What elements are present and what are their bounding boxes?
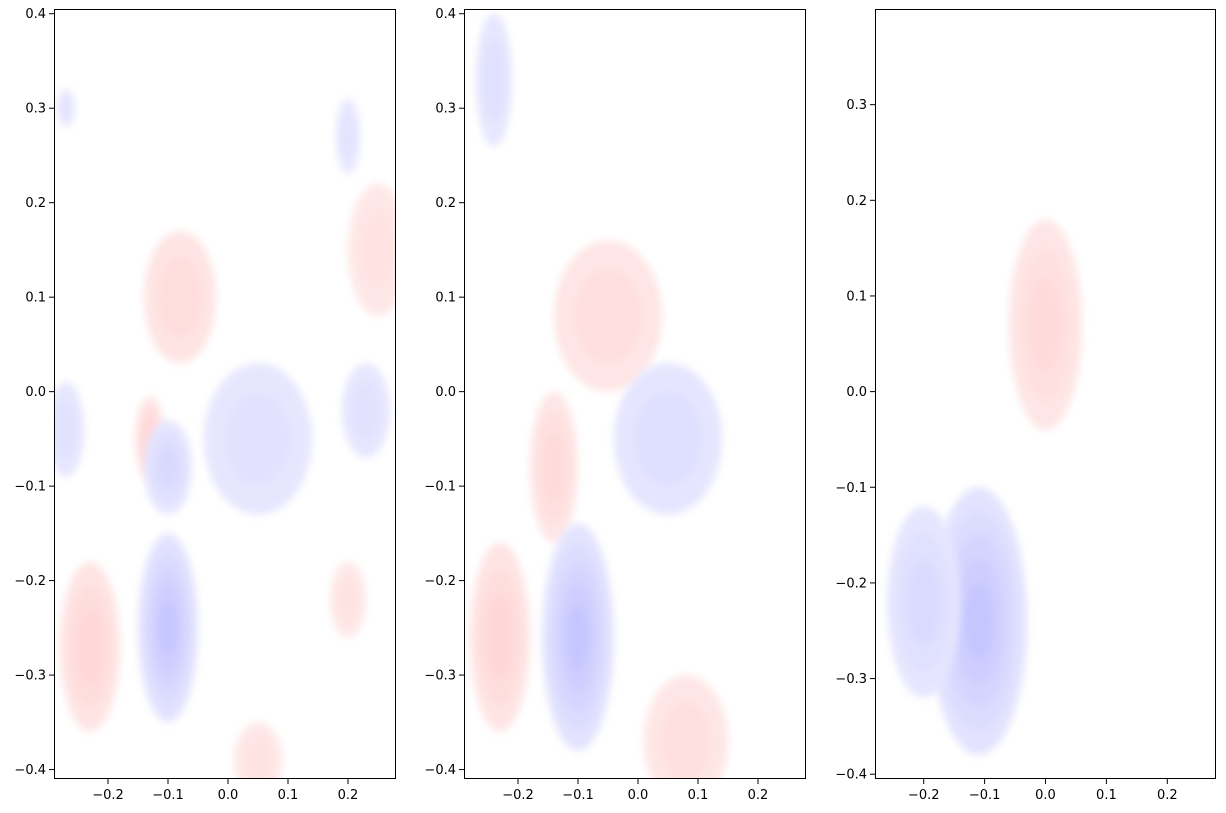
contour-region	[144, 419, 192, 515]
contour-region	[554, 240, 662, 392]
y-tick-label: −0.3	[835, 672, 867, 687]
x-tick-label: −0.1	[969, 788, 1001, 803]
contour-level	[543, 433, 565, 501]
axes-frame	[54, 9, 396, 779]
contour-region	[470, 542, 530, 732]
plot-area	[54, 9, 396, 779]
contour-level	[336, 576, 360, 623]
x-tick-label: −0.2	[502, 788, 534, 803]
contour-region	[644, 675, 728, 779]
y-tick-label: −0.4	[835, 768, 867, 783]
contour-level	[634, 392, 702, 486]
y-tick-label: 0.0	[435, 385, 456, 400]
contour-region	[54, 382, 84, 477]
axes-frame	[875, 9, 1216, 779]
contour-region	[342, 363, 390, 458]
contour-level	[157, 256, 203, 338]
contour-level	[224, 392, 292, 486]
y-tick-label: 0.4	[435, 7, 456, 22]
x-tick-label: 0.1	[688, 788, 709, 803]
y-tick-label: −0.2	[14, 574, 46, 589]
x-tick-label: −0.2	[92, 788, 124, 803]
contour-region	[60, 561, 120, 732]
plot-area	[464, 9, 806, 779]
contour-level	[60, 96, 72, 120]
x-tick-label: −0.1	[152, 788, 184, 803]
contour-region	[138, 533, 198, 723]
x-tick-label: 0.1	[1096, 788, 1117, 803]
y-tick-label: 0.3	[25, 102, 46, 117]
contour-region	[336, 98, 360, 175]
contour-region	[530, 391, 578, 543]
x-tick-label: 0.0	[218, 788, 239, 803]
contour-region	[204, 363, 312, 515]
contour-level	[1029, 277, 1062, 372]
contour-level	[907, 559, 940, 645]
contour-region	[887, 506, 961, 698]
contour-region	[330, 561, 366, 638]
y-tick-label: −0.4	[424, 763, 456, 778]
y-tick-label: −0.3	[424, 669, 456, 684]
contour-panel-3: −0.2 −0.1 0.0 0.1 0.2 −0.4 −0.3 −0.2 −0.1 0.0 0.1 0…	[835, 9, 1216, 803]
contour-level	[486, 595, 514, 680]
contour-region	[1008, 219, 1083, 430]
y-tick-label: −0.1	[424, 480, 456, 495]
y-tick-label: 0.2	[435, 196, 456, 211]
y-tick-label: 0.1	[846, 289, 867, 304]
y-tick-label: 0.3	[846, 98, 867, 113]
x-tick-label: −0.1	[562, 788, 594, 803]
x-tick-label: −0.2	[908, 788, 940, 803]
contour-level	[964, 582, 993, 660]
x-tick-label: 0.2	[1157, 788, 1178, 803]
contour-region	[57, 89, 75, 128]
contour-level	[54, 400, 78, 459]
contour-region	[476, 13, 512, 146]
y-tick-label: −0.4	[14, 763, 46, 778]
contour-level	[159, 600, 177, 655]
y-tick-label: 0.2	[846, 194, 867, 209]
contour-panel-2: −0.2 −0.1 0.0 0.1 0.2 −0.4 −0.3 −0.2 −0.1 0.0 0.1 0…	[424, 7, 806, 803]
contour-level	[76, 608, 104, 685]
contour-region	[348, 183, 396, 317]
axes-frame	[464, 9, 806, 779]
x-tick-label: 0.1	[278, 788, 299, 803]
y-tick-label: 0.1	[25, 291, 46, 306]
x-tick-label: 0.2	[338, 788, 359, 803]
contour-level	[482, 39, 506, 121]
contour-level	[157, 446, 179, 489]
x-tick-label: 0.0	[1035, 788, 1056, 803]
contour-panel-1: −0.2 −0.1 0.0 0.1 0.2 −0.4 −0.3 −0.2 −0.1 0.0 0.1 0…	[14, 7, 396, 803]
y-tick-label: −0.2	[424, 574, 456, 589]
y-tick-label: −0.2	[835, 576, 867, 591]
y-tick-label: 0.0	[25, 385, 46, 400]
y-tick-label: 0.3	[435, 102, 456, 117]
contour-level	[243, 736, 273, 779]
y-tick-label: 0.4	[25, 7, 46, 22]
y-tick-label: 0.0	[846, 385, 867, 400]
contour-region	[542, 523, 614, 751]
x-tick-label: 0.0	[628, 788, 649, 803]
contour-level	[351, 381, 381, 440]
contour-level	[660, 700, 712, 779]
y-tick-label: −0.1	[14, 480, 46, 495]
contour-level	[340, 113, 356, 160]
y-tick-label: 0.2	[25, 196, 46, 211]
x-tick-label: 0.2	[748, 788, 769, 803]
y-tick-label: 0.1	[435, 291, 456, 306]
contour-region	[614, 363, 722, 515]
y-tick-label: −0.3	[14, 669, 46, 684]
contour-level	[574, 269, 642, 363]
plot-area	[875, 9, 1216, 779]
contour-region	[144, 231, 216, 364]
contour-level	[567, 604, 589, 670]
contour-level	[359, 209, 396, 291]
contour-region	[234, 722, 282, 779]
y-tick-label: −0.1	[835, 481, 867, 496]
